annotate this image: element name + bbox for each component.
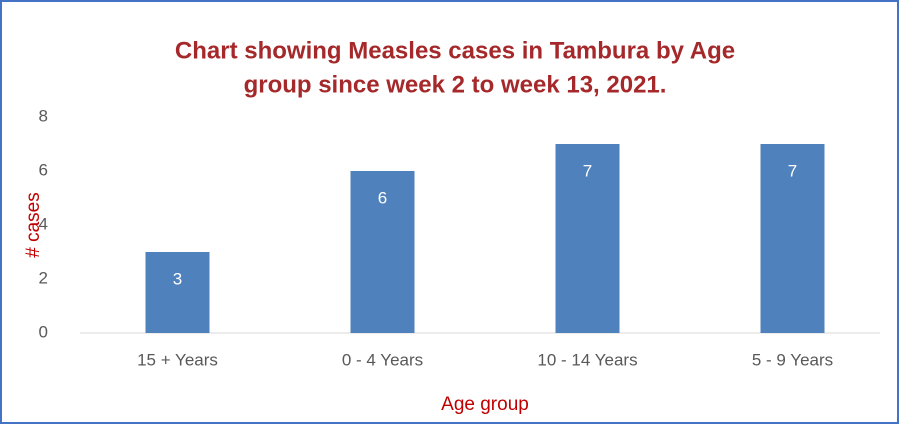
y-tick-label: 4 bbox=[39, 214, 48, 233]
x-axis-title: Age group bbox=[441, 394, 529, 415]
data-label: 7 bbox=[788, 161, 797, 180]
y-tick-label: 6 bbox=[39, 160, 48, 179]
chart-title: Chart showing Measles cases in Tambura b… bbox=[175, 37, 735, 64]
y-axis-title: # cases bbox=[23, 192, 44, 257]
x-tick-label: 10 - 14 Years bbox=[537, 350, 637, 369]
chart-title: group since week 2 to week 13, 2021. bbox=[244, 71, 667, 98]
data-label: 7 bbox=[583, 161, 592, 180]
x-tick-label: 15 + Years bbox=[137, 350, 218, 369]
bar bbox=[145, 252, 210, 333]
y-tick-label: 8 bbox=[39, 106, 48, 125]
bar bbox=[555, 144, 620, 333]
y-tick-label: 0 bbox=[39, 322, 48, 341]
data-label: 3 bbox=[173, 269, 182, 288]
bar bbox=[350, 171, 415, 333]
y-tick-label: 2 bbox=[39, 268, 48, 287]
bar bbox=[760, 144, 825, 333]
data-label: 6 bbox=[378, 188, 387, 207]
x-tick-label: 5 - 9 Years bbox=[752, 350, 833, 369]
x-tick-label: 0 - 4 Years bbox=[342, 350, 423, 369]
